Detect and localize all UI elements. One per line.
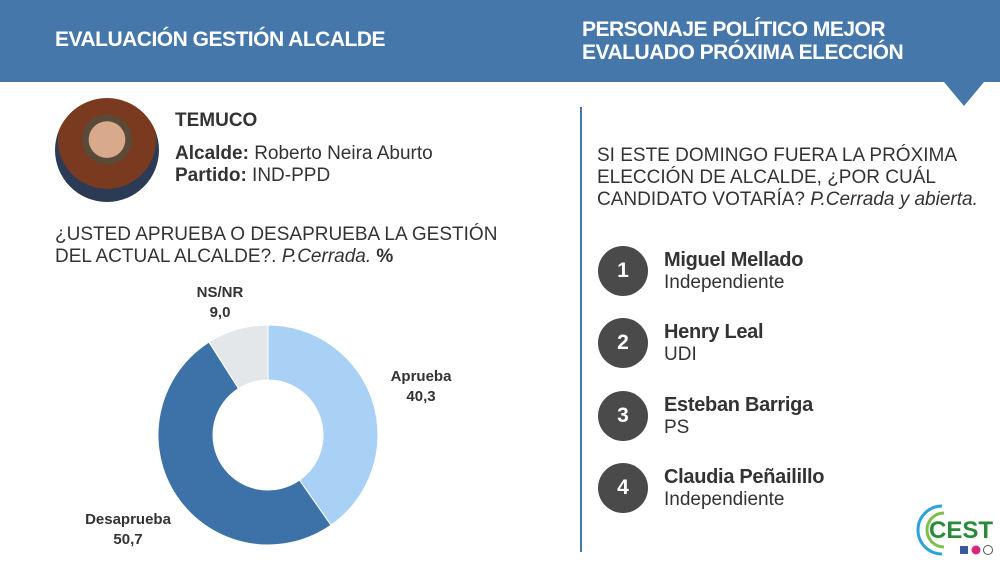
alcalde-name: Roberto Neira Aburto	[248, 143, 433, 164]
candidate-name: Miguel Mellado	[664, 248, 804, 271]
approval-donut-chart	[157, 324, 379, 546]
rank-badge: 3	[598, 391, 648, 441]
candidate-item: 3 Esteban Barriga PS	[598, 391, 813, 441]
instagram-icon	[971, 545, 981, 555]
header-notch	[944, 82, 984, 106]
mayor-photo	[55, 98, 159, 202]
whatsapp-icon	[983, 545, 993, 555]
rank-badge: 2	[598, 318, 648, 368]
question-note: P.Cerrada.	[281, 246, 372, 267]
cest-logo: CEST	[912, 500, 997, 565]
question-unit: %	[371, 246, 394, 267]
rank-badge: 4	[598, 463, 648, 513]
question-text: ¿USTED APRUEBA O DESAPRUEBA LA GESTIÓN D…	[55, 224, 498, 267]
question2-text: SI ESTE DOMINGO FUERA LA PRÓXIMA ELECCIÓ…	[597, 145, 956, 210]
right-title-line2: EVALUADO PRÓXIMA ELECCIÓN	[582, 41, 904, 64]
donut-slice-nsnr	[208, 324, 269, 390]
candidate-name: Henry Leal	[664, 320, 764, 343]
alcalde-label: Alcalde:	[175, 143, 249, 164]
city-name: TEMUCO	[175, 110, 258, 131]
candidate-item: 2 Henry Leal UDI	[598, 318, 764, 368]
column-divider	[580, 107, 582, 552]
rank-badge: 1	[598, 246, 648, 296]
candidate-item: 4 Claudia Peñailillo Independiente	[598, 463, 825, 513]
mayor-info: Alcalde: Roberto Neira Aburto Partido: I…	[175, 143, 433, 187]
question2-note: P.Cerrada y abierta.	[810, 189, 978, 210]
donut-slice-desaprueba	[157, 341, 332, 546]
logo-text: CEST	[929, 517, 993, 544]
label-aprueba: Aprueba 40,3	[390, 368, 452, 405]
left-title: EVALUACIÓN GESTIÓN ALCALDE	[55, 28, 386, 51]
partido-label: Partido:	[175, 165, 247, 186]
candidate-party: UDI	[664, 343, 697, 365]
header-bar: EVALUACIÓN GESTIÓN ALCALDE PERSONAJE POL…	[0, 0, 1000, 82]
candidate-item: 1 Miguel Mellado Independiente	[598, 246, 803, 296]
partido-name: IND-PPD	[246, 165, 331, 186]
label-desaprueba: Desaprueba 50,7	[85, 511, 171, 548]
question-vote: SI ESTE DOMINGO FUERA LA PRÓXIMA ELECCIÓ…	[597, 145, 987, 211]
right-title-line1: PERSONAJE POLÍTICO MEJOR	[582, 18, 886, 41]
question-approval: ¿USTED APRUEBA O DESAPRUEBA LA GESTIÓN D…	[55, 224, 535, 268]
candidate-party: Independiente	[664, 271, 785, 293]
facebook-icon	[960, 546, 968, 554]
label-nsnr: NS/NR 9,0	[196, 284, 244, 321]
donut-slice-aprueba	[267, 324, 379, 526]
right-title: PERSONAJE POLÍTICO MEJOR EVALUADO PRÓXIMA…	[582, 18, 904, 64]
candidate-name: Esteban Barriga	[664, 393, 813, 416]
candidate-party: Independiente	[664, 488, 785, 510]
candidate-name: Claudia Peñailillo	[664, 465, 825, 488]
candidate-party: PS	[664, 416, 690, 438]
